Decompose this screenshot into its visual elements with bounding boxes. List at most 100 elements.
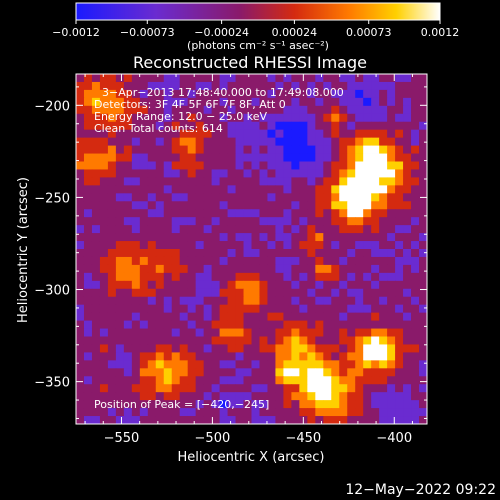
- heatmap-cell: [323, 145, 332, 154]
- heatmap-cell: [267, 153, 276, 162]
- heatmap-cell: [267, 97, 276, 107]
- heatmap-cell: [91, 376, 101, 385]
- heatmap-cell: [187, 241, 197, 250]
- heatmap-cell: [211, 368, 220, 377]
- heatmap-cell: [219, 89, 228, 99]
- heatmap-cell: [163, 328, 173, 337]
- heatmap-cell: [315, 89, 324, 99]
- heatmap-cell: [219, 328, 228, 337]
- heatmap-cell: [355, 81, 364, 91]
- heatmap-cell: [299, 137, 308, 146]
- x-tick-label: −400: [376, 431, 412, 446]
- heatmap-cell: [331, 304, 340, 314]
- heatmap-cell: [395, 272, 404, 282]
- heatmap-cell: [76, 217, 85, 226]
- heatmap-cell: [115, 89, 125, 99]
- heatmap-cell: [395, 400, 404, 409]
- heatmap-cell: [171, 256, 181, 266]
- heatmap-cell: [275, 193, 284, 202]
- heatmap-cell: [179, 296, 189, 306]
- heatmap-cell: [187, 280, 197, 290]
- heatmap-cell: [203, 288, 213, 298]
- heatmap-cell: [411, 81, 420, 91]
- heatmap-cell: [91, 193, 101, 202]
- heatmap-cell: [251, 217, 260, 226]
- heatmap-cell: [323, 241, 332, 250]
- heatmap-cell: [195, 121, 205, 131]
- heatmap-cell: [171, 74, 181, 83]
- heatmap-cell: [339, 161, 348, 170]
- heatmap-cell: [275, 352, 284, 361]
- heatmap-cell: [339, 312, 348, 321]
- heatmap-cell: [91, 320, 101, 329]
- heatmap-cell: [363, 74, 372, 83]
- heatmap-cell: [203, 376, 213, 385]
- heatmap-cell: [91, 352, 101, 361]
- heatmap-cell: [395, 161, 404, 170]
- heatmap-cell: [283, 352, 292, 361]
- heatmap-cell: [307, 201, 316, 210]
- heatmap-cell: [299, 296, 308, 306]
- heatmap-cell: [251, 264, 260, 274]
- heatmap-cell: [91, 384, 101, 393]
- heatmap-cell: [339, 264, 348, 274]
- heatmap-cell: [211, 264, 220, 274]
- heatmap-cell: [323, 304, 332, 314]
- heatmap-cell: [155, 384, 165, 393]
- heatmap-cell: [403, 360, 412, 369]
- heatmap-cell: [395, 241, 404, 250]
- heatmap-cell: [91, 249, 101, 258]
- heatmap-cell: [179, 225, 189, 234]
- heatmap-cell: [235, 193, 244, 202]
- heatmap-cell: [147, 153, 157, 162]
- heatmap-cell: [259, 328, 268, 337]
- heatmap-cell: [163, 177, 173, 186]
- heatmap-cell: [355, 177, 364, 186]
- heatmap-cell: [179, 288, 189, 298]
- heatmap-cell: [419, 185, 428, 194]
- heatmap-cell: [267, 264, 276, 274]
- heatmap-cell: [123, 392, 133, 401]
- heatmap-cell: [235, 113, 244, 123]
- heatmap-cell: [323, 233, 332, 242]
- heatmap-cell: [419, 312, 428, 321]
- heatmap-cell: [99, 400, 109, 409]
- heatmap-cell: [195, 296, 205, 306]
- heatmap-cell: [195, 320, 205, 329]
- heatmap-cell: [323, 312, 332, 321]
- heatmap-cell: [259, 89, 268, 99]
- heatmap-cell: [115, 264, 125, 274]
- heatmap-cell: [123, 296, 133, 306]
- heatmap-cell: [307, 288, 316, 298]
- heatmap-cell: [419, 352, 428, 361]
- heatmap-cell: [299, 368, 308, 377]
- heatmap-cell: [83, 169, 93, 178]
- heatmap-cell: [403, 233, 412, 242]
- heatmap-cell: [403, 81, 412, 91]
- heatmap-cell: [76, 352, 85, 361]
- heatmap-cell: [163, 360, 173, 369]
- heatmap-cell: [299, 392, 308, 401]
- heatmap-cell: [331, 225, 340, 234]
- heatmap-cell: [179, 328, 189, 337]
- heatmap-cell: [355, 368, 364, 377]
- heatmap-cell: [275, 201, 284, 210]
- heatmap-cell: [291, 225, 300, 234]
- heatmap-cell: [419, 272, 428, 282]
- heatmap-cell: [131, 97, 141, 107]
- heatmap-cell: [123, 336, 133, 345]
- heatmap-cell: [419, 288, 428, 298]
- heatmap-cell: [171, 97, 181, 107]
- heatmap-cell: [139, 376, 149, 385]
- heatmap-cell: [195, 376, 205, 385]
- heatmap-cell: [363, 400, 372, 409]
- heatmap-cell: [99, 392, 109, 401]
- heatmap-cell: [211, 153, 220, 162]
- heatmap-cell: [227, 74, 236, 83]
- heatmap-cell: [187, 296, 197, 306]
- heatmap-cell: [379, 81, 388, 91]
- heatmap-cell: [323, 201, 332, 210]
- heatmap-cell: [171, 392, 181, 401]
- heatmap-cell: [76, 137, 85, 146]
- heatmap-cell: [307, 161, 316, 170]
